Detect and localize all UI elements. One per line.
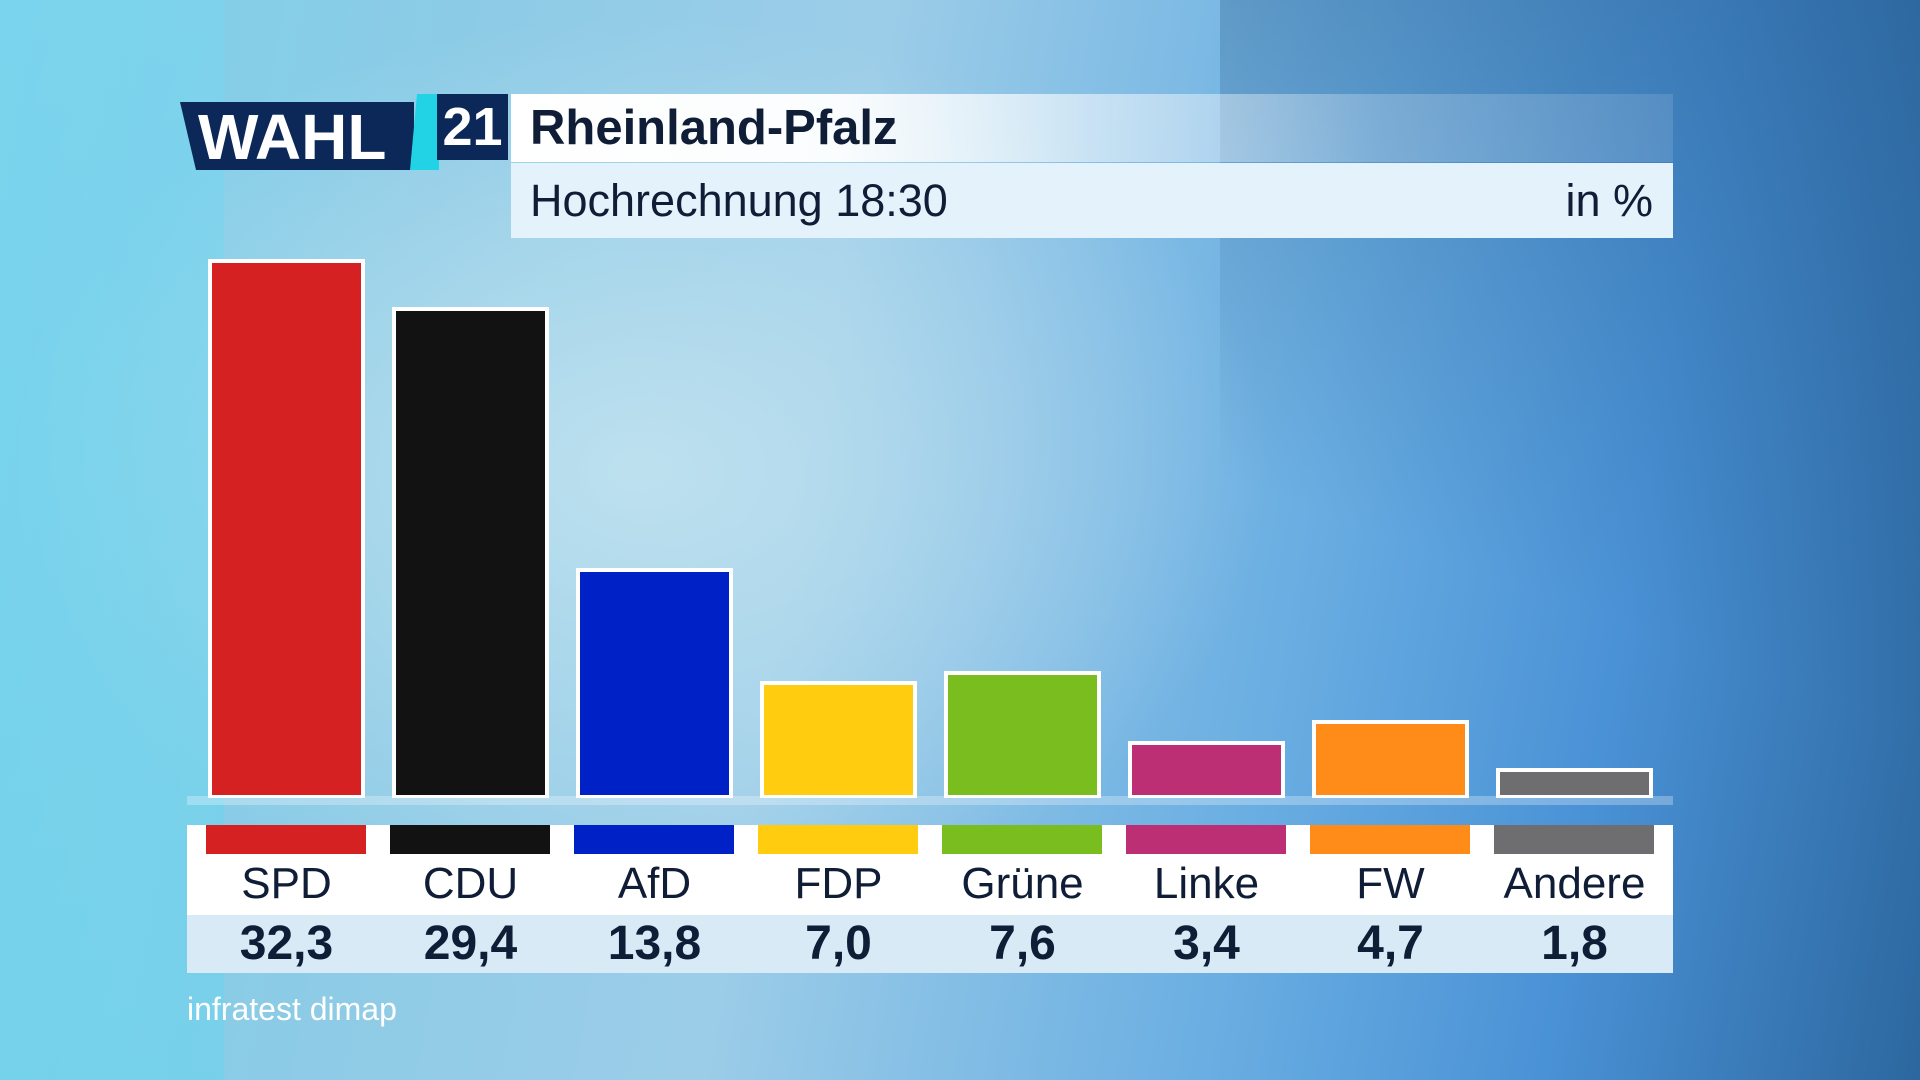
bar-linke (1128, 741, 1285, 798)
chart-subtitle-bar: Hochrechnung 18:30 in % (511, 163, 1673, 238)
party-value-fdp: 7,0 (805, 917, 872, 970)
party-name-spd: SPD (241, 859, 332, 908)
bar-fdp (760, 681, 917, 798)
bar-cdu (392, 307, 549, 798)
swatch-fw (1310, 825, 1470, 854)
chart-subtitle: Hochrechnung 18:30 (530, 175, 948, 226)
swatch-afd (574, 825, 734, 854)
party-name-cdu: CDU (422, 859, 519, 908)
party-value-spd: 32,3 (239, 917, 334, 970)
party-name-andere: Andere (1503, 859, 1646, 908)
swatch-spd (206, 825, 366, 854)
swatch-linke (1126, 825, 1286, 854)
party-name-fdp: FDP (794, 859, 883, 908)
party-value-gruene: 7,6 (989, 917, 1056, 970)
chart-title: Rheinland-Pfalz (530, 101, 898, 155)
bar-afd (576, 567, 733, 798)
party-name-gruene: Grüne (961, 859, 1084, 908)
bar-spd (208, 258, 365, 798)
baseline-band (187, 796, 1673, 805)
party-value-afd: 13,8 (607, 917, 702, 970)
party-name-fw: FW (1356, 859, 1425, 908)
bar-gruene (944, 671, 1101, 798)
party-name-afd: AfD (617, 859, 692, 908)
logo-wahl-text: WAHL (180, 102, 414, 170)
source-label: infratest dimap (187, 991, 397, 1027)
values-row (187, 915, 1673, 973)
party-value-fw: 4,7 (1357, 917, 1424, 970)
bar-andere (1496, 767, 1653, 798)
swatch-fdp (758, 825, 918, 854)
logo-year: 21 (437, 94, 508, 160)
chart-title-bar: Rheinland-Pfalz (511, 94, 1673, 162)
party-value-linke: 3,4 (1173, 917, 1240, 970)
background-left-strip (0, 0, 224, 1080)
swatch-andere (1494, 825, 1654, 854)
swatch-gruene (942, 825, 1102, 854)
swatch-cdu (390, 825, 550, 854)
party-value-andere: 1,8 (1541, 917, 1608, 970)
unit-label: in % (1565, 175, 1653, 226)
party-value-cdu: 29,4 (423, 917, 518, 970)
bar-fw (1312, 719, 1469, 798)
party-name-linke: Linke (1153, 859, 1260, 908)
